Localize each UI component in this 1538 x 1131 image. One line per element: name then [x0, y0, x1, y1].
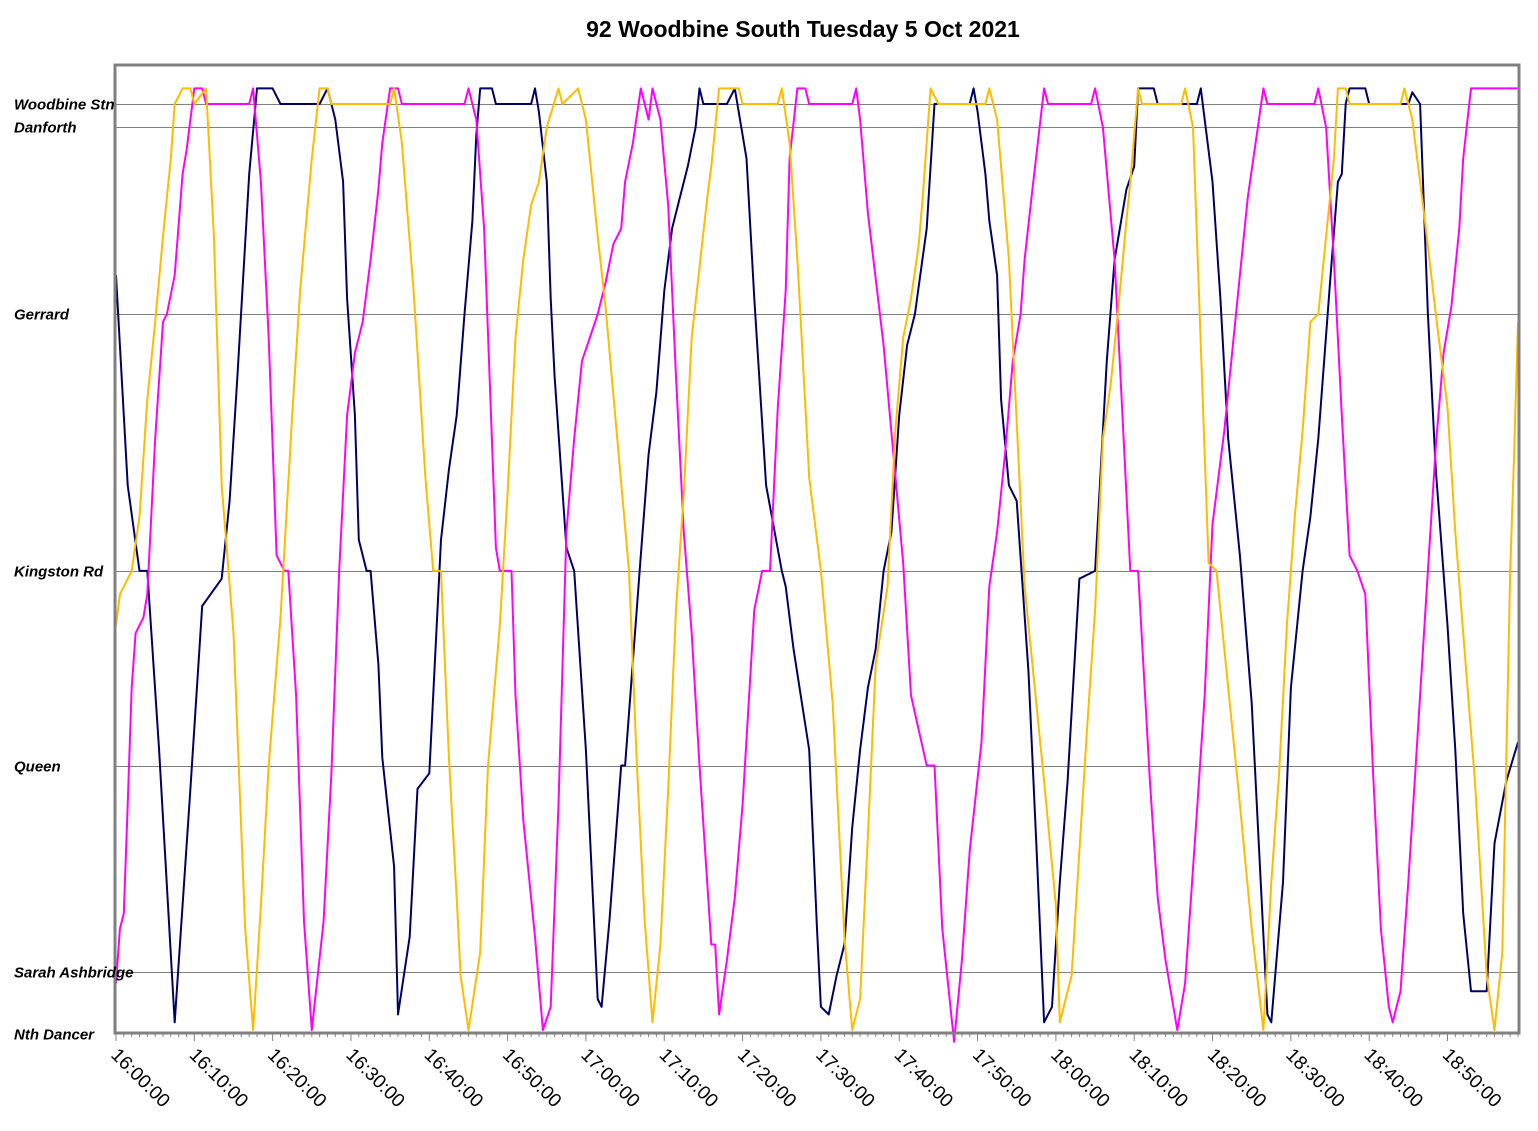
- stop-label: Danforth: [14, 120, 77, 137]
- x-tick-label: 18:30:00: [1281, 1045, 1348, 1112]
- x-tick-label: 17:00:00: [576, 1045, 643, 1112]
- x-tick-label: 17:20:00: [733, 1045, 800, 1112]
- plot-border: [113, 63, 1521, 1035]
- x-tick-label: 16:10:00: [185, 1045, 252, 1112]
- x-tick-label: 18:00:00: [1046, 1045, 1113, 1112]
- x-tick-label: 18:20:00: [1203, 1045, 1270, 1112]
- x-axis-ticks: 16:00:00 16:10:00 16:20:00 16:30:00 16:40:00…: [106, 1032, 1519, 1112]
- x-tick-label: 16:20:00: [263, 1045, 330, 1112]
- stop-label: Sarah Ashbridge: [14, 965, 133, 982]
- stop-label: Kingston Rd: [14, 564, 104, 581]
- x-tick-label: 17:10:00: [655, 1045, 722, 1112]
- x-tick-label: 16:00:00: [106, 1045, 173, 1112]
- x-tick-label: 18:40:00: [1360, 1045, 1427, 1112]
- x-tick-label: 16:40:00: [420, 1045, 487, 1112]
- x-tick-label: 17:30:00: [811, 1045, 878, 1112]
- stop-labels: Woodbine Stn Danforth Gerrard Kingston Rd Qu…: [14, 97, 133, 1044]
- chart-title: 92 Woodbine South Tuesday 5 Oct 2021: [586, 16, 1020, 42]
- x-tick-label: 16:30:00: [341, 1045, 408, 1112]
- x-tick-label: 16:50:00: [498, 1045, 565, 1112]
- series-line: [115, 87, 1518, 1043]
- stop-label: Gerrard: [14, 307, 70, 324]
- x-tick-label: 17:50:00: [968, 1045, 1035, 1112]
- series-line: [115, 87, 1519, 1032]
- x-tick-label: 17:40:00: [890, 1045, 957, 1112]
- stop-label: Queen: [14, 759, 61, 776]
- x-tick-label: 18:50:00: [1438, 1045, 1505, 1112]
- plot-frame: [113, 63, 1521, 1035]
- stop-label: Woodbine Stn: [14, 97, 115, 114]
- series-line: [115, 87, 1519, 1024]
- stop-label: Nth Dancer: [14, 1027, 95, 1044]
- series-lines: [115, 87, 1519, 1043]
- x-tick-label: 18:10:00: [1125, 1045, 1192, 1112]
